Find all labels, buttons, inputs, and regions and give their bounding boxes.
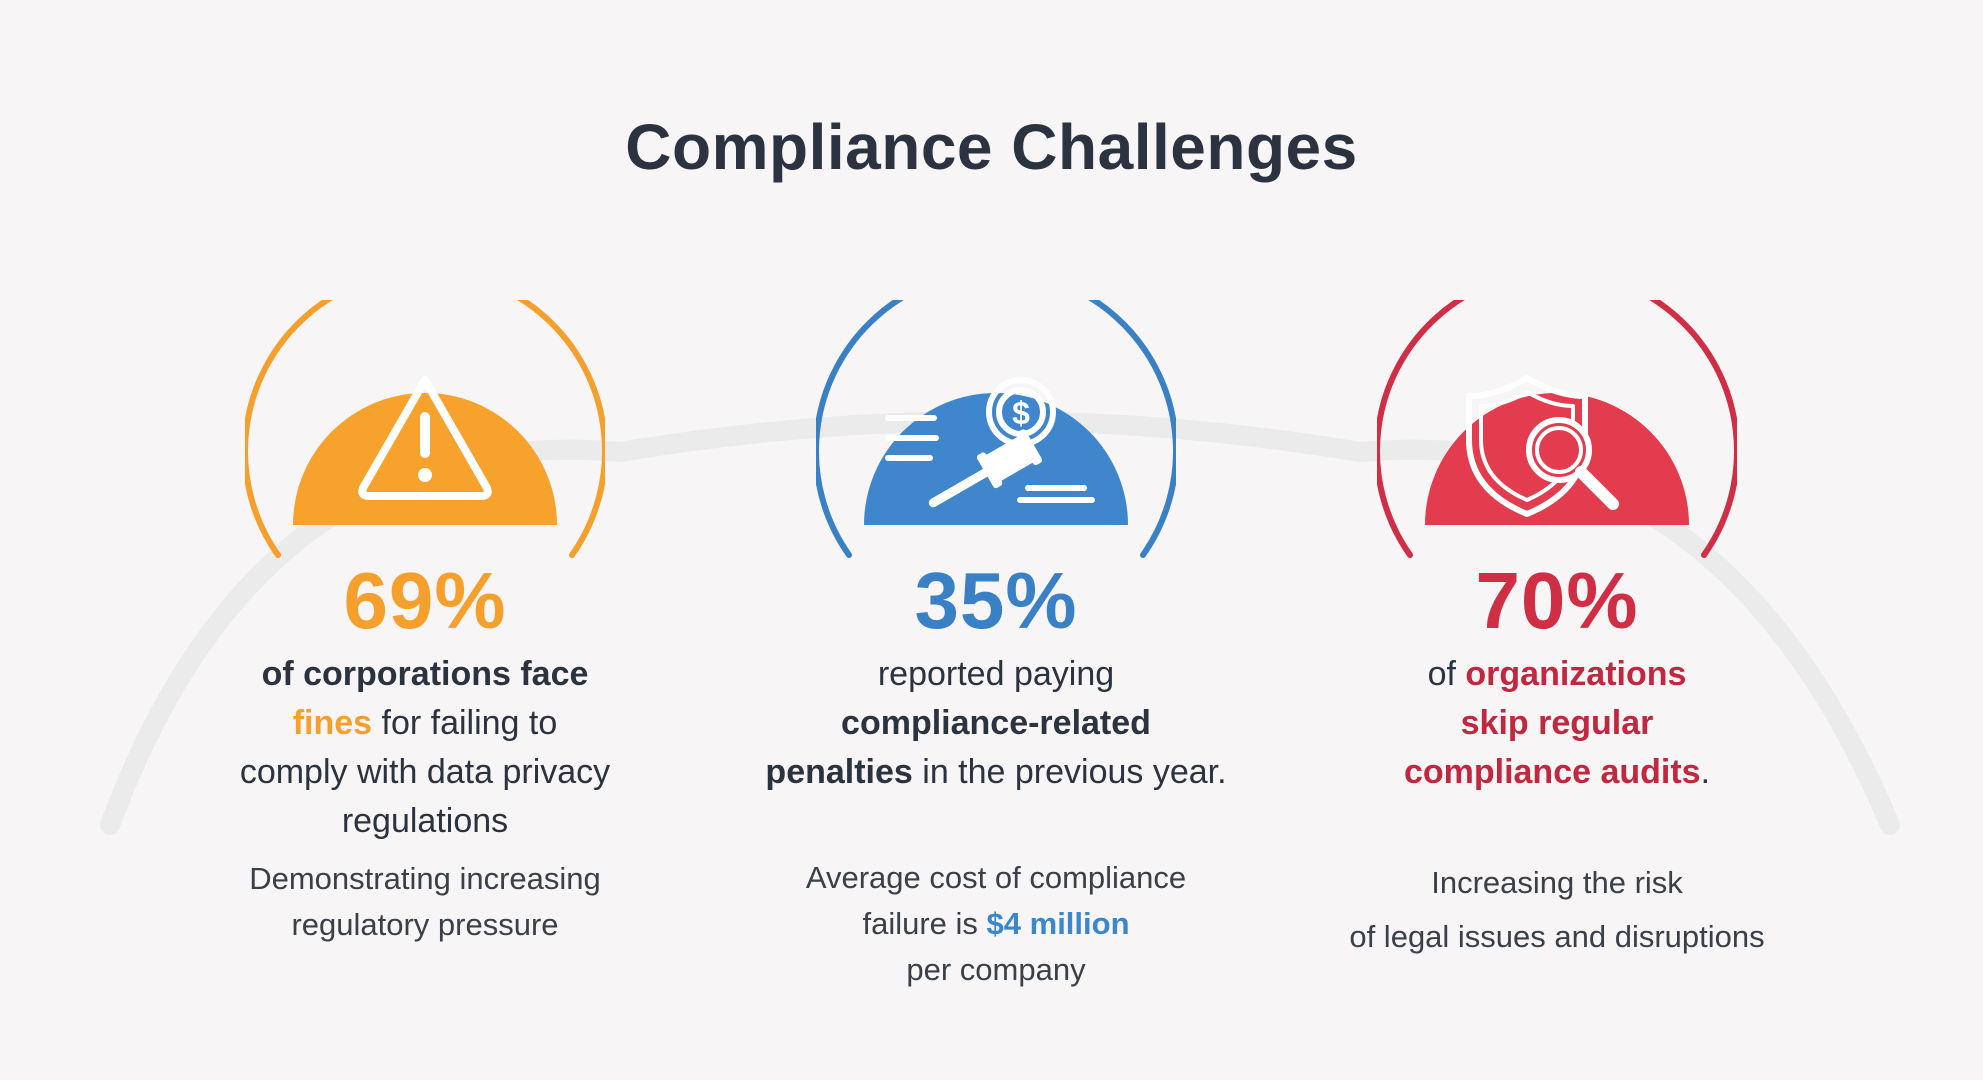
desc-line: skip regular	[1460, 704, 1654, 742]
svg-text:$: $	[1012, 395, 1030, 431]
stat-description: of corporations face fines for failing t…	[165, 650, 685, 846]
percentage-value: 69%	[343, 556, 507, 645]
desc-line: penalties in the previous year.	[736, 748, 1256, 797]
gavel-dollar-icon: $	[885, 377, 1095, 508]
highlight-fines: fines	[292, 704, 373, 742]
desc-line: regulations	[341, 802, 509, 840]
stat-card-penalties: $ 35% reported paying compliance-related…	[736, 300, 1256, 1020]
percentage-value: 35%	[914, 556, 1078, 645]
desc-bold: penalties	[765, 753, 913, 791]
desc-text: .	[1700, 753, 1711, 791]
subtext-line: Average cost of compliance	[805, 860, 1187, 895]
subtext-line: failure is $4 million	[736, 901, 1256, 947]
desc-text: for failing to	[372, 704, 558, 742]
stat-card-fines: 69% of corporations face fines for faili…	[165, 300, 685, 1020]
shield-search-icon	[1466, 375, 1619, 517]
stat-subtext: Demonstrating increasing regulatory pres…	[165, 856, 685, 948]
desc-line: of corporations face	[261, 655, 589, 693]
desc-line: of organizations	[1297, 650, 1817, 699]
desc-line: fines for failing to	[165, 699, 685, 748]
stat-description: of organizations skip regular compliance…	[1297, 650, 1817, 797]
desc-text: of	[1427, 655, 1466, 693]
highlight-cost: $4 million	[986, 906, 1130, 941]
desc-line: compliance-related	[841, 704, 1151, 742]
percentage-value: 70%	[1475, 556, 1639, 645]
subtext-text: failure is	[862, 906, 987, 941]
subtext-line: regulatory pressure	[291, 907, 559, 942]
desc-line: comply with data privacy	[239, 753, 611, 791]
subtext-line: Demonstrating increasing	[249, 861, 601, 896]
stat-description: reported paying compliance-related penal…	[736, 650, 1256, 797]
gauge-red	[1377, 300, 1737, 558]
desc-text: in the previous year.	[912, 753, 1227, 791]
gauge-blue: $	[816, 300, 1176, 558]
stat-subtext: Increasing the risk of legal issues and …	[1297, 856, 1817, 964]
highlight-organizations: organizations	[1465, 655, 1687, 693]
desc-line: compliance audits.	[1297, 748, 1817, 797]
page-title: Compliance Challenges	[625, 111, 1358, 183]
stat-subtext: Average cost of compliance failure is $4…	[736, 855, 1256, 993]
desc-line: reported paying	[877, 655, 1115, 693]
subtext-line: of legal issues and disruptions	[1349, 919, 1765, 954]
warning-triangle-icon	[358, 376, 492, 500]
subtext-line: per company	[906, 952, 1086, 987]
gauge-orange	[245, 300, 605, 558]
highlight-audits: compliance audits	[1403, 753, 1701, 791]
subtext-line: Increasing the risk	[1431, 865, 1683, 900]
stat-card-audits: 70% of organizations skip regular compli…	[1297, 300, 1817, 1020]
